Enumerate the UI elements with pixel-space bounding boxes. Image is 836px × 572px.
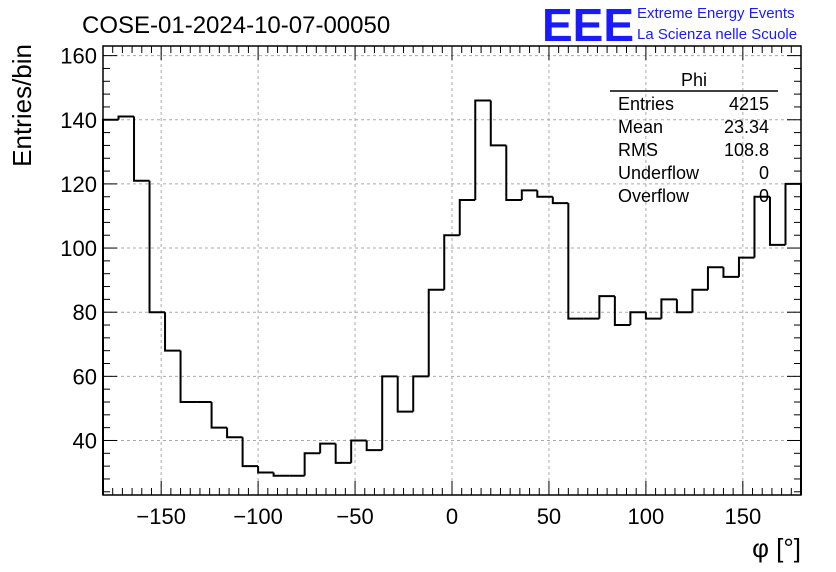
histogram-bin — [520, 189, 538, 200]
histogram-bin — [319, 442, 336, 454]
x-tick-label: −100 — [233, 504, 283, 529]
x-tick-label: −150 — [136, 504, 186, 529]
histogram-bin — [660, 298, 677, 319]
y-axis-title: Entries/bin — [7, 44, 37, 167]
histogram-bin — [691, 288, 708, 313]
stats-value: 4215 — [729, 94, 769, 114]
histogram-bin — [303, 452, 321, 476]
y-tick-label: 40 — [73, 428, 97, 453]
histogram-bin — [133, 116, 150, 182]
histogram-bin — [489, 100, 507, 147]
stats-value: 0 — [759, 163, 769, 183]
histogram-bin — [706, 266, 724, 290]
histogram-bin — [768, 196, 786, 246]
histogram-bin — [598, 295, 615, 319]
histogram-bin — [474, 99, 491, 200]
stats-label: Underflow — [618, 163, 700, 183]
chart-title: COSE-01-2024-10-07-00050 — [82, 12, 390, 39]
y-tick-label: 120 — [60, 172, 97, 197]
x-tick-label: 150 — [724, 504, 761, 529]
histogram-bin — [505, 145, 522, 201]
eee-logo-mark: EEE — [542, 0, 634, 51]
histogram-bin — [644, 312, 662, 320]
histogram-bin — [396, 376, 414, 413]
y-tick-label: 140 — [60, 108, 97, 133]
x-axis-title: φ [°] — [752, 533, 801, 563]
stats-label: RMS — [618, 140, 658, 160]
x-tick-label: −50 — [336, 504, 373, 529]
histogram — [102, 99, 802, 495]
stats-value: 23.34 — [724, 117, 769, 137]
histogram-bin — [536, 190, 553, 198]
axis-ticks: −150 −100 −50 0 50 100 150 40 60 80 100 120 140 160 — [60, 44, 801, 529]
x-tick-label: 0 — [446, 504, 458, 529]
grid-lines — [103, 46, 801, 495]
histogram-bin — [551, 196, 569, 205]
histogram-bin — [753, 195, 770, 258]
stats-label: Overflow — [618, 186, 690, 206]
histogram-bin — [784, 182, 802, 495]
histogram-bin — [179, 350, 197, 403]
histogram-bin — [226, 427, 243, 439]
histogram-bin — [458, 198, 476, 236]
histogram-bin — [365, 440, 383, 452]
histogram-bin — [629, 311, 646, 326]
stats-label: Mean — [618, 117, 663, 137]
stats-label: Entries — [618, 94, 674, 114]
x-tick-label: 100 — [628, 504, 665, 529]
histogram-bin — [427, 288, 445, 377]
stats-box: Phi Entries 4215 Mean 23.34 RMS 108.8 Underflo… — [610, 70, 778, 206]
histogram-bin — [210, 401, 228, 429]
histogram-bin — [257, 466, 274, 474]
histogram-bin — [381, 375, 398, 451]
histogram-bin — [567, 203, 584, 320]
stats-value: 0 — [759, 186, 769, 206]
histogram-bin — [412, 375, 429, 412]
logo-line-2: La Scienza nelle Scuole — [637, 26, 797, 43]
histogram-bin — [613, 296, 631, 327]
y-tick-label: 160 — [60, 44, 97, 69]
stats-value: 108.8 — [724, 140, 769, 160]
histogram-bin — [334, 443, 352, 464]
histogram-bin — [675, 299, 693, 314]
histogram-bin — [350, 439, 367, 463]
y-tick-label: 100 — [60, 236, 97, 261]
histogram-bin — [737, 256, 755, 277]
histogram-bin — [722, 267, 739, 278]
stats-name: Phi — [681, 70, 707, 90]
histogram-bin — [102, 118, 119, 495]
histogram-bin — [148, 180, 166, 314]
histogram-bin — [443, 234, 460, 290]
x-tick-label: 50 — [537, 504, 561, 529]
histogram-bin — [241, 437, 259, 468]
y-tick-label: 80 — [73, 300, 97, 325]
y-tick-label: 60 — [73, 364, 97, 389]
histogram-bin — [117, 115, 135, 120]
histogram-bin — [272, 472, 290, 477]
eee-logo: EEE Extreme Energy Events La Scienza nel… — [542, 0, 797, 51]
histogram-bin — [164, 312, 181, 352]
logo-line-1: Extreme Energy Events — [637, 5, 795, 22]
